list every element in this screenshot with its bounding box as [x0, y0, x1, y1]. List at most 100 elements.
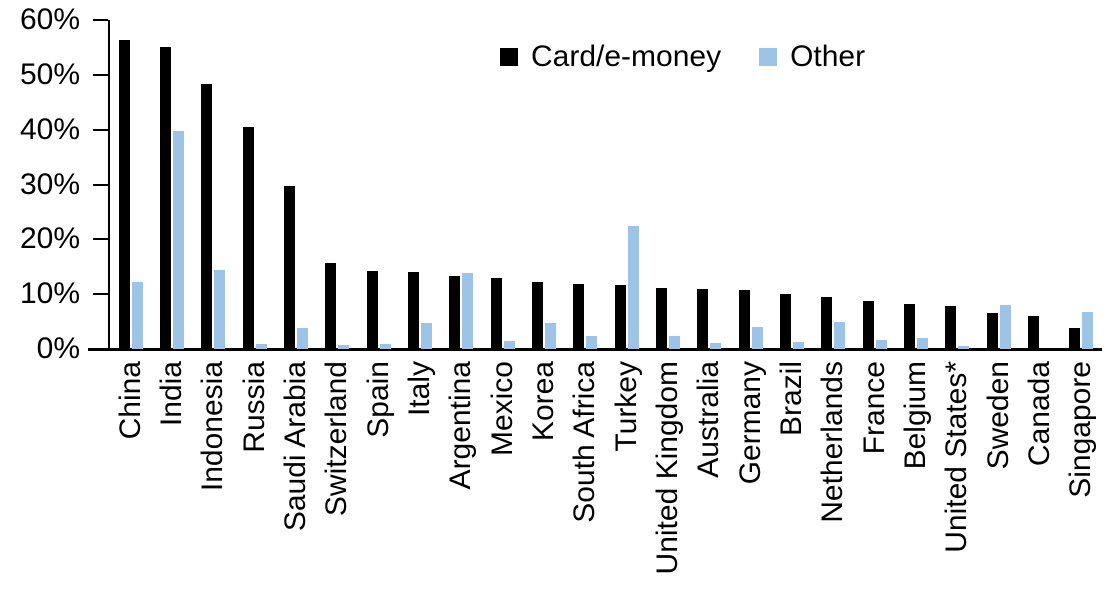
- x-axis-label-saudi-arabia: Saudi Arabia: [278, 361, 312, 532]
- chart-legend: Card/e-money Other: [500, 40, 865, 74]
- y-axis-label-60: 60%: [19, 3, 80, 36]
- other-bar-saudi-arabia: [296, 328, 308, 349]
- x-axis-label-cell-india: India: [151, 361, 192, 426]
- card-e-money-bar-netherlands: [821, 297, 833, 349]
- bar-group-argentina: [441, 20, 482, 349]
- bar-group-sweden: [978, 20, 1019, 349]
- other-bar-france: [875, 340, 887, 349]
- plot-area: [110, 20, 1102, 349]
- x-axis-label-brazil: Brazil: [774, 361, 808, 437]
- x-axis-label-cell-china: China: [110, 361, 151, 439]
- bar-group-netherlands: [813, 20, 854, 349]
- card-e-money-bar-france: [862, 300, 874, 349]
- other-bar-china: [131, 282, 143, 349]
- bar-group-korea: [523, 20, 564, 349]
- x-axis-label-spain: Spain: [361, 361, 395, 438]
- bar-group-canada: [1019, 20, 1060, 349]
- y-axis-tick-icon: [93, 73, 108, 76]
- card-e-money-bar-argentina: [449, 275, 461, 349]
- x-axis-label-cell-united-states: United States*: [937, 361, 978, 553]
- x-axis-label-indonesia: Indonesia: [196, 361, 230, 492]
- other-bar-italy: [420, 323, 432, 349]
- bar-group-belgium: [895, 20, 936, 349]
- x-axis-label-germany: Germany: [733, 361, 767, 485]
- x-axis-label-cell-sweden: Sweden: [978, 361, 1019, 469]
- card-e-money-bar-brazil: [779, 294, 791, 349]
- x-axis-label-cell-singapore: Singapore: [1061, 361, 1102, 498]
- y-axis-line: [108, 20, 110, 350]
- bar-group-france: [854, 20, 895, 349]
- other-bar-belgium: [916, 337, 928, 349]
- y-axis-label-0: 0%: [36, 332, 80, 365]
- card-e-money-bar-russia: [242, 127, 254, 349]
- legend-item-other: Other: [759, 42, 865, 72]
- other-bar-switzerland: [338, 344, 350, 349]
- bar-group-australia: [689, 20, 730, 349]
- x-axis-label-united-states: United States*: [940, 361, 974, 553]
- card-e-money-bar-canada: [1027, 315, 1039, 349]
- y-axis-label-30: 30%: [19, 167, 80, 201]
- other-bar-russia: [255, 344, 267, 349]
- card-e-money-bar-switzerland: [325, 263, 337, 349]
- other-bar-brazil: [792, 341, 804, 349]
- y-axis-label-10: 10%: [19, 277, 80, 311]
- x-axis-label-cell-argentina: Argentina: [441, 361, 482, 489]
- legend-swatch-card-icon: [500, 48, 518, 66]
- x-axis-label-canada: Canada: [1022, 361, 1056, 467]
- card-e-money-bar-sweden: [986, 312, 998, 349]
- bar-group-spain: [358, 20, 399, 349]
- other-bar-spain: [379, 343, 391, 349]
- bar-group-indonesia: [193, 20, 234, 349]
- other-bar-singapore: [1082, 312, 1094, 349]
- card-e-money-bar-turkey: [614, 285, 626, 349]
- x-axis-label-cell-russia: Russia: [234, 361, 275, 453]
- card-e-money-bar-germany: [738, 290, 750, 349]
- card-e-money-bar-singapore: [1069, 327, 1081, 349]
- x-axis-label-netherlands: Netherlands: [816, 361, 850, 523]
- x-axis-label-cell-united-kingdom: United Kingdom: [647, 361, 688, 574]
- bar-group-brazil: [771, 20, 812, 349]
- x-axis-label-cell-mexico: Mexico: [482, 361, 523, 456]
- x-axis-label-cell-netherlands: Netherlands: [813, 361, 854, 523]
- other-bar-united-states: [958, 346, 970, 349]
- other-bar-korea: [544, 323, 556, 349]
- bar-group-china: [110, 20, 151, 349]
- x-axis-label-turkey: Turkey: [609, 361, 643, 452]
- legend-swatch-other-icon: [759, 48, 778, 66]
- x-axis-label-singapore: Singapore: [1064, 361, 1098, 498]
- x-axis-label-cell-italy: Italy: [399, 361, 440, 416]
- card-e-money-bar-india: [159, 46, 171, 349]
- card-e-money-bar-belgium: [903, 303, 915, 349]
- x-axis-label-cell-south-africa: South Africa: [565, 361, 606, 523]
- x-axis-line: [88, 348, 1102, 351]
- card-e-money-bar-china: [118, 40, 130, 349]
- card-e-money-bar-mexico: [490, 278, 502, 349]
- y-axis-label-40: 40%: [19, 112, 80, 146]
- y-axis-tick-icon: [93, 128, 108, 131]
- y-axis-tick-icon: [93, 183, 108, 186]
- bar-group-united-kingdom: [647, 20, 688, 349]
- other-bar-india: [172, 131, 184, 349]
- x-axis-label-switzerland: Switzerland: [320, 361, 354, 517]
- y-axis-tick-icon: [93, 19, 108, 21]
- x-axis-label-korea: Korea: [526, 361, 560, 442]
- bar-group-singapore: [1061, 20, 1102, 349]
- bar-group-russia: [234, 20, 275, 349]
- card-e-money-bar-korea: [531, 282, 543, 349]
- other-bar-turkey: [627, 226, 639, 349]
- card-e-money-bar-united-kingdom: [655, 288, 667, 349]
- x-axis-label-russia: Russia: [237, 361, 271, 453]
- other-bar-germany: [751, 327, 763, 349]
- x-axis-label-belgium: Belgium: [898, 361, 932, 470]
- x-axis-label-australia: Australia: [692, 361, 726, 478]
- other-bar-sweden: [999, 304, 1011, 349]
- other-bar-australia: [710, 342, 722, 349]
- other-bar-south-africa: [586, 335, 598, 349]
- card-e-money-bar-united-states: [945, 305, 957, 349]
- x-axis-label-cell-spain: Spain: [358, 361, 399, 438]
- x-axis-label-cell-canada: Canada: [1019, 361, 1060, 466]
- card-e-money-bar-italy: [407, 271, 419, 349]
- bar-group-mexico: [482, 20, 523, 349]
- bar-group-germany: [730, 20, 771, 349]
